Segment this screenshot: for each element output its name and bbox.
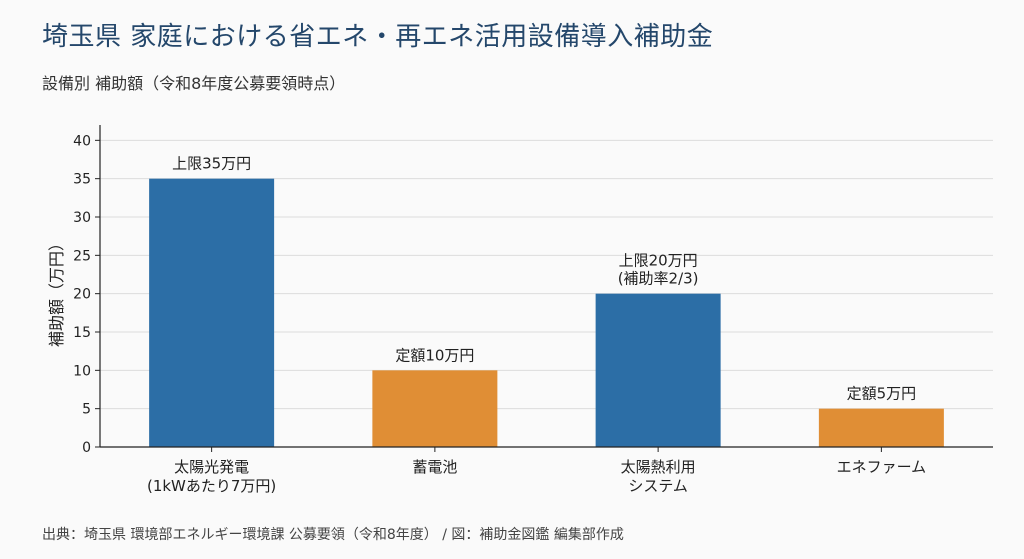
bar (595, 293, 721, 447)
y-tick-label: 15 (73, 325, 91, 341)
y-tick-label: 20 (73, 287, 91, 303)
bar (149, 178, 275, 447)
data-label: 定額5万円 (847, 385, 917, 403)
y-tick-label: 40 (73, 133, 91, 149)
bar (372, 370, 498, 447)
x-tick-label: システム (628, 477, 688, 495)
y-tick-label: 30 (73, 210, 91, 226)
x-tick-label: エネファーム (837, 458, 927, 476)
chart-title: 埼玉県 家庭における省エネ・再エネ活用設備導入補助金 (42, 22, 714, 52)
y-tick-label: 0 (82, 440, 91, 456)
y-tick-label: 25 (73, 248, 91, 264)
y-tick-label: 10 (73, 363, 91, 379)
data-label: 上限35万円 (172, 155, 251, 173)
bars (149, 178, 944, 447)
y-axis: 0 5 10 15 20 25 30 35 40 (73, 125, 101, 456)
data-label: 上限20万円 (619, 252, 698, 270)
x-tick-label: 蓄電池 (412, 458, 457, 476)
y-tick-label: 35 (73, 172, 91, 188)
y-axis-label: 補助額（万円） (47, 235, 66, 347)
x-tick-label: 太陽熱利用 (621, 458, 696, 476)
x-tick-label: (1kWあたり7万円) (147, 477, 276, 495)
bar (818, 408, 944, 447)
y-tick-label: 5 (82, 402, 91, 418)
data-label: 定額10万円 (395, 346, 474, 364)
data-label: (補助率2/3) (618, 270, 699, 288)
chart-subtitle: 設備別 補助額（令和8年度公募要領時点） (42, 74, 346, 93)
x-tick-label: 太陽光発電 (174, 458, 249, 476)
source-note: 出典：埼玉県 環境部エネルギー環境課 公募要領（令和8年度） / 図：補助金図鑑… (42, 527, 624, 543)
